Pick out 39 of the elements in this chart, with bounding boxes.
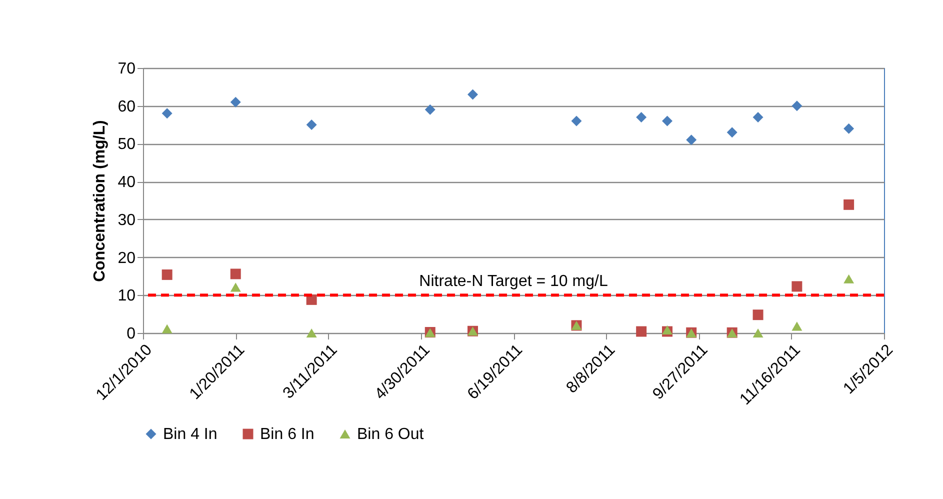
legend-label: Bin 6 In: [260, 426, 314, 443]
point: [726, 127, 738, 138]
point: [844, 123, 854, 134]
point: [662, 116, 672, 126]
point: [792, 281, 802, 292]
point: [844, 274, 854, 284]
point: [424, 104, 436, 115]
y-tick-label: 30: [118, 212, 136, 229]
legend-label: Bin 6 Out: [357, 426, 424, 443]
point: [752, 112, 764, 122]
point: [752, 310, 764, 320]
y-tick-label: 60: [118, 98, 136, 116]
point: [636, 326, 647, 337]
y-tick-label: 70: [118, 60, 136, 78]
point: [306, 294, 317, 305]
y-tick-label: 10: [118, 288, 136, 305]
y-tick-label: 40: [118, 174, 136, 192]
point: [306, 120, 317, 130]
point: [230, 268, 241, 280]
point: [752, 328, 764, 338]
point: [792, 322, 802, 331]
point: [636, 112, 647, 122]
point: [162, 108, 172, 119]
y-tick-label: 0: [126, 326, 136, 342]
ref-line-label: Nitrate-N Target = 10 mg/L: [419, 273, 608, 290]
point: [686, 134, 697, 146]
y-tick-label: 20: [118, 250, 136, 267]
point: [162, 324, 172, 334]
point: [306, 328, 317, 338]
y-tick-label: 50: [118, 136, 136, 154]
legend-label: Bin 4 In: [163, 426, 218, 443]
point: [468, 89, 478, 100]
point: [162, 269, 172, 280]
point: [230, 282, 241, 292]
point: [230, 96, 241, 108]
point: [844, 199, 854, 210]
y-axis-title: Concentration (mg/L): [92, 120, 109, 282]
point: [571, 116, 582, 126]
point: [792, 100, 802, 112]
